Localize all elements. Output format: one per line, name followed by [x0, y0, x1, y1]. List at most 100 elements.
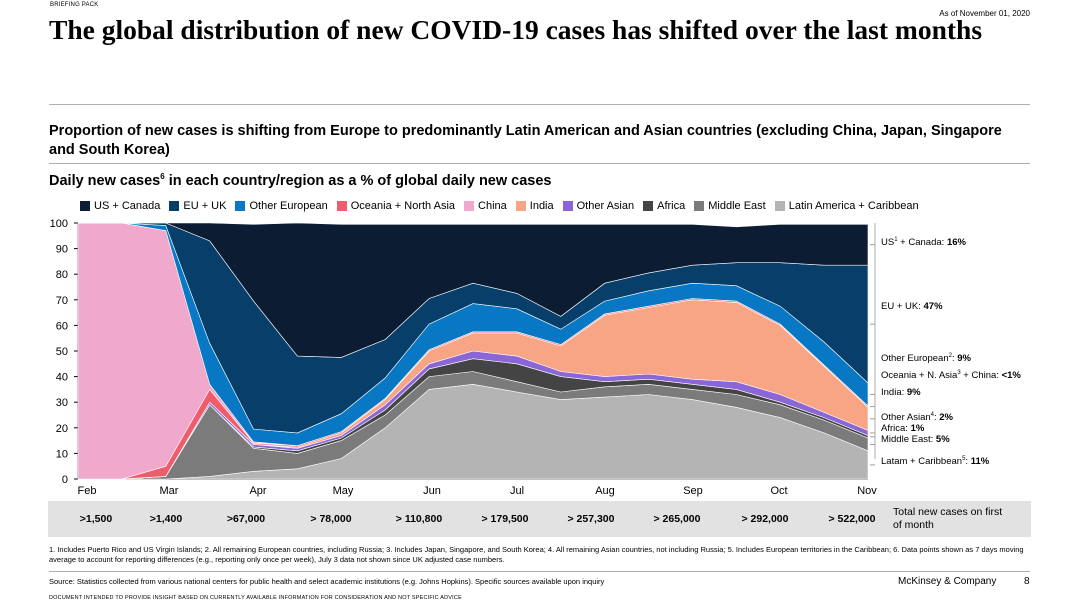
brand-name: McKinsey & Company: [898, 576, 997, 587]
chart-heading: Daily new cases6 in each country/region …: [49, 172, 552, 189]
y-tick-label: 40: [56, 372, 68, 384]
end-label-value: 11%: [970, 456, 990, 467]
legend-item-china: China: [464, 200, 507, 212]
end-label-value: 2%: [939, 412, 953, 423]
x-tick-label: Nov: [857, 485, 877, 497]
legend-swatch: [694, 201, 705, 211]
chart-legend: US + Canada EU + UK Other European Oceania …: [80, 199, 928, 213]
footer-divider: [49, 571, 1030, 572]
total-cases-value: > 292,000: [741, 513, 789, 525]
legend-item-middle_east: Middle East: [694, 200, 766, 212]
total-cases-value: > 78,000: [310, 513, 352, 525]
x-tick-label: Mar: [160, 485, 179, 497]
y-tick-label: 30: [56, 397, 68, 409]
y-tick-label: 90: [56, 244, 68, 256]
disclaimer: DOCUMENT INTENDED TO PROVIDE INSIGHT BAS…: [49, 595, 462, 601]
end-label: Middle East: 5%: [881, 434, 950, 445]
end-label-value: <1%: [1001, 370, 1021, 381]
legend-label: Oceania + North Asia: [350, 200, 456, 212]
x-tick-label: Apr: [249, 485, 266, 497]
legend-item-other_european: Other European: [235, 200, 328, 212]
y-tick-label: 60: [56, 320, 68, 332]
legend-item-other_asian: Other Asian: [562, 200, 634, 212]
x-tick-label: May: [333, 485, 354, 497]
end-label-text: India:: [881, 387, 907, 398]
legend-swatch: [515, 201, 526, 211]
page-number: 8: [1024, 576, 1030, 587]
end-label-text: Africa:: [881, 423, 911, 434]
total-cases-value: >1,500: [79, 513, 113, 525]
x-tick-label: Feb: [78, 485, 97, 497]
total-cases-value: > 179,500: [481, 513, 529, 525]
end-label-text: Other Asian: [881, 412, 931, 423]
legend-swatch: [235, 201, 246, 211]
y-tick-label: 50: [56, 346, 68, 358]
end-label-text-rest: :: [965, 456, 971, 467]
end-label-value: 9%: [957, 353, 971, 364]
end-label-text-rest: :: [933, 412, 940, 423]
total-cases-value: > 110,800: [395, 513, 443, 525]
page-title: The global distribution of new COVID-19 …: [49, 14, 983, 45]
legend-label: China: [478, 200, 507, 212]
x-tick-label: Jun: [423, 485, 441, 497]
legend-item-africa: Africa: [643, 200, 685, 212]
total-cases-value: >67,000: [226, 513, 266, 525]
end-label-footnote-ref: 5: [962, 456, 966, 462]
chart-heading-rest: in each country/region as a % of global …: [164, 173, 552, 189]
legend-swatch: [562, 201, 573, 211]
end-label-text-rest: + Canada:: [897, 237, 947, 248]
legend-label: US + Canada: [94, 200, 161, 212]
end-label: Latam + Caribbean5: 11%: [881, 456, 989, 467]
end-label: EU + UK: 47%: [881, 301, 943, 312]
totals-band: [48, 501, 1031, 537]
end-label-text: US: [881, 237, 895, 248]
legend-swatch: [336, 201, 347, 211]
area-series-us_canada: [78, 222, 869, 358]
y-tick-label: 80: [56, 269, 68, 281]
legend-swatch: [80, 201, 90, 211]
legend-label: Middle East: [708, 200, 766, 212]
end-label-text: Middle East:: [881, 434, 936, 445]
total-cases-value: >1,400: [149, 513, 183, 525]
total-cases-value: > 522,000: [828, 513, 876, 525]
end-label-value: 16%: [946, 237, 966, 248]
x-tick-label: Aug: [595, 485, 615, 497]
end-label-text: Oceania + N. Asia: [881, 370, 958, 381]
legend-swatch: [643, 201, 654, 211]
end-label-footnote-ref: 3: [957, 370, 961, 376]
x-tick-label: Oct: [770, 485, 787, 497]
end-label-value: 47%: [923, 301, 943, 312]
y-tick-label: 20: [56, 423, 68, 435]
x-tick-label: Jul: [510, 485, 524, 497]
legend-item-eu_uk: EU + UK: [169, 200, 226, 212]
end-label: Oceania + N. Asia3 + China: <1%: [881, 370, 1021, 381]
title-divider: [49, 104, 1030, 105]
end-label-text-rest: + China:: [960, 370, 1002, 381]
end-label-value: 5%: [935, 434, 950, 445]
legend-swatch: [464, 201, 475, 211]
legend-item-us_canada: US + Canada: [80, 200, 160, 212]
end-label-footnote-ref: 4: [930, 412, 934, 418]
footnotes: 1. Includes Puerto Rico and US Virgin Is…: [49, 545, 1024, 564]
legend-label: Latin America + Caribbean: [788, 200, 919, 212]
legend-label: Other European: [249, 200, 328, 212]
end-label-value: 1%: [910, 423, 925, 434]
end-label-text: EU + UK:: [881, 301, 924, 312]
end-label: Other European2: 9%: [881, 353, 971, 364]
totals-label: Total new cases on first of month: [893, 506, 1003, 531]
y-tick-label: 0: [62, 474, 68, 486]
end-label-text: Latam + Caribbean: [881, 456, 963, 467]
end-label-footnote-ref: 1: [894, 237, 898, 243]
legend-item-latam: Latin America + Caribbean: [774, 200, 919, 212]
subtitle-divider: [49, 163, 1030, 164]
stacked-area-chart: 0 10 20 30 40 50 60 70 80 90 100 Feb Mar Apr May Jun Jul…: [50, 218, 878, 497]
legend-swatch: [774, 201, 785, 211]
source-note: Source: Statistics collected from variou…: [49, 577, 605, 586]
legend-label: Africa: [657, 200, 686, 212]
legend-swatch: [169, 201, 180, 211]
briefing-pack-label: BRIEFING PACK: [50, 2, 99, 8]
page-subtitle: Proportion of new cases is shifting from…: [49, 123, 1002, 158]
chart-heading-main: Daily new cases: [49, 173, 161, 189]
chart-heading-footnote-ref: 6: [160, 172, 165, 181]
end-label-text: Other European: [881, 353, 949, 364]
